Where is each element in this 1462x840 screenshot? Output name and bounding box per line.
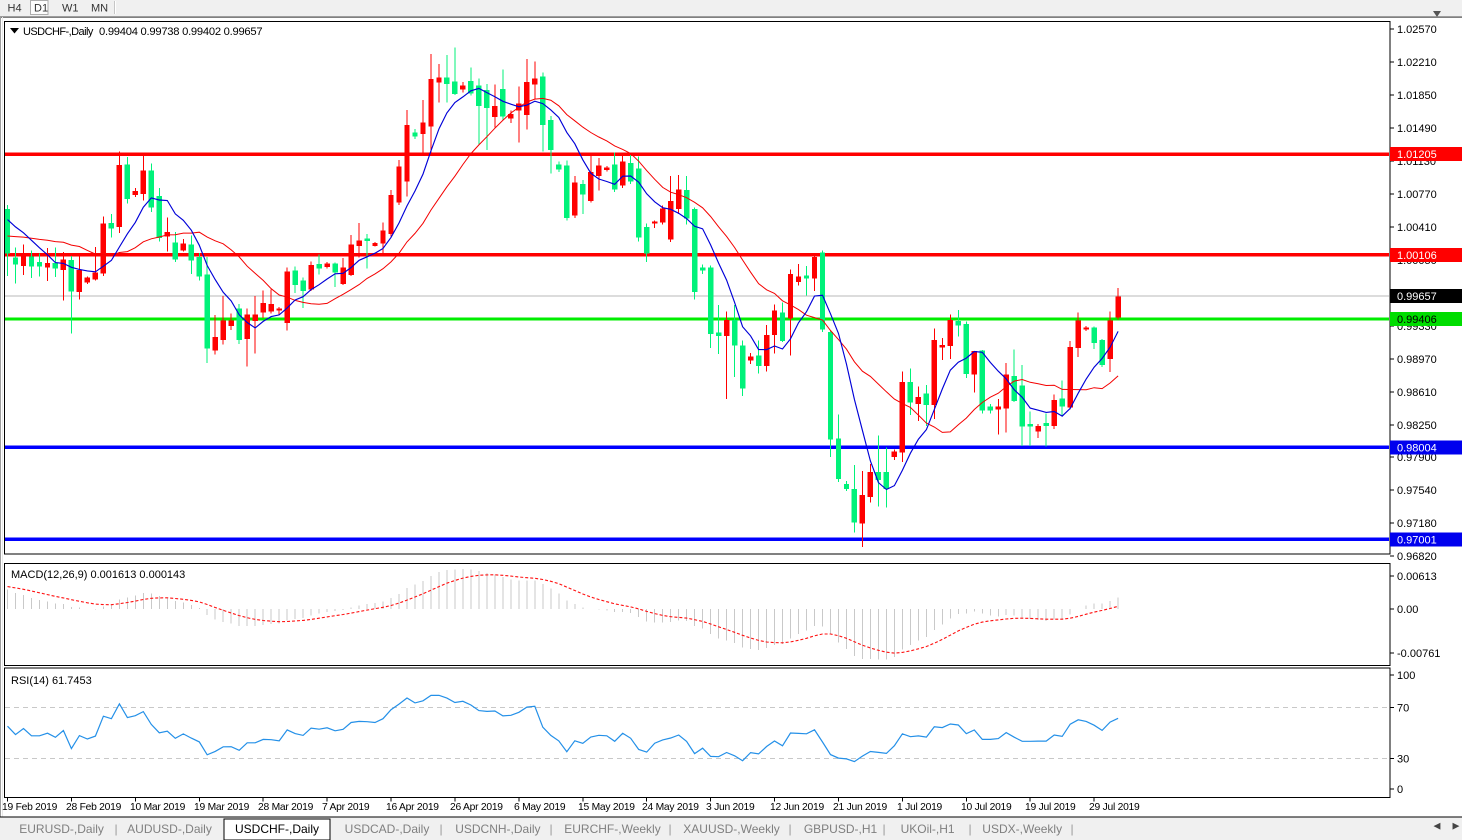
svg-text:21 Jun 2019: 21 Jun 2019 [833, 802, 887, 813]
svg-text:15 May 2019: 15 May 2019 [578, 802, 635, 813]
svg-text:0.99404 0.99738 0.99402 0.9965: 0.99404 0.99738 0.99402 0.99657 [99, 26, 262, 38]
svg-text:19 Jul 2019: 19 Jul 2019 [1025, 802, 1076, 813]
svg-text:1 Jul 2019: 1 Jul 2019 [897, 802, 943, 813]
svg-text:AUDUSD-,Daily: AUDUSD-,Daily [127, 822, 212, 836]
svg-text:16 Apr 2019: 16 Apr 2019 [386, 802, 439, 813]
svg-text:0.99657: 0.99657 [1397, 291, 1437, 303]
svg-text:|: | [968, 822, 971, 836]
svg-text:USDCNH-,Daily: USDCNH-,Daily [455, 822, 540, 836]
svg-text:MN: MN [91, 3, 108, 15]
svg-text:◀: ◀ [1434, 821, 1441, 831]
svg-text:19 Feb 2019: 19 Feb 2019 [2, 802, 58, 813]
svg-text:1.02570: 1.02570 [1397, 24, 1437, 36]
svg-text:28 Mar 2019: 28 Mar 2019 [258, 802, 314, 813]
svg-text:1.01490: 1.01490 [1397, 123, 1437, 135]
svg-text:|: | [114, 822, 117, 836]
svg-text:XAUUSD-,Weekly: XAUUSD-,Weekly [683, 822, 779, 836]
svg-text:|: | [882, 822, 885, 836]
svg-text:RSI(14) 61.7453: RSI(14) 61.7453 [11, 675, 92, 687]
svg-text:0.98610: 0.98610 [1397, 387, 1437, 399]
svg-text:0.98004: 0.98004 [1397, 442, 1437, 454]
svg-text:GBPUSD-,H1: GBPUSD-,H1 [804, 822, 878, 836]
svg-text:26 Apr 2019: 26 Apr 2019 [450, 802, 503, 813]
svg-text:3 Jun 2019: 3 Jun 2019 [706, 802, 755, 813]
svg-text:0.00: 0.00 [1397, 604, 1418, 616]
svg-text:12 Jun 2019: 12 Jun 2019 [770, 802, 824, 813]
svg-text:USDCHF-,Daily: USDCHF-,Daily [235, 822, 319, 836]
svg-text:|: | [1070, 822, 1073, 836]
svg-text:UKOil-,H1: UKOil-,H1 [901, 822, 955, 836]
svg-text:W1: W1 [62, 3, 79, 15]
svg-text:100: 100 [1397, 670, 1415, 682]
svg-text:0.99406: 0.99406 [1397, 314, 1437, 326]
svg-text:30: 30 [1397, 753, 1409, 765]
svg-text:D1: D1 [34, 3, 48, 15]
svg-text:6 May 2019: 6 May 2019 [514, 802, 566, 813]
svg-text:7 Apr 2019: 7 Apr 2019 [322, 802, 370, 813]
svg-text:1.00106: 1.00106 [1397, 250, 1437, 262]
svg-text:24 May 2019: 24 May 2019 [642, 802, 699, 813]
svg-text:USDCAD-,Daily: USDCAD-,Daily [345, 822, 430, 836]
svg-text:1.00410: 1.00410 [1397, 222, 1437, 234]
svg-text:USDCHF-,Daily: USDCHF-,Daily [23, 26, 94, 38]
svg-text:0.98970: 0.98970 [1397, 354, 1437, 366]
svg-text:1.01850: 1.01850 [1397, 90, 1437, 102]
svg-text:MACD(12,26,9) 0.001613 0.00014: MACD(12,26,9) 0.001613 0.000143 [11, 569, 185, 581]
svg-text:70: 70 [1397, 703, 1409, 715]
svg-text:0.96820: 0.96820 [1397, 551, 1437, 563]
svg-text:|: | [549, 822, 552, 836]
svg-text:1.01205: 1.01205 [1397, 149, 1437, 161]
svg-text:EURCHF-,Weekly: EURCHF-,Weekly [564, 822, 660, 836]
svg-text:|: | [668, 822, 671, 836]
svg-text:▶: ▶ [1453, 821, 1460, 831]
svg-text:10 Mar 2019: 10 Mar 2019 [130, 802, 186, 813]
svg-text:0.98250: 0.98250 [1397, 420, 1437, 432]
svg-text:1.02210: 1.02210 [1397, 57, 1437, 69]
svg-text:H4: H4 [8, 3, 22, 15]
svg-text:-0.00761: -0.00761 [1397, 648, 1440, 660]
svg-text:28 Feb 2019: 28 Feb 2019 [66, 802, 122, 813]
svg-text:EURUSD-,Daily: EURUSD-,Daily [19, 822, 104, 836]
svg-text:0.97540: 0.97540 [1397, 485, 1437, 497]
svg-text:0.97900: 0.97900 [1397, 452, 1437, 464]
svg-text:1.00770: 1.00770 [1397, 189, 1437, 201]
svg-text:|: | [439, 822, 442, 836]
svg-text:29 Jul 2019: 29 Jul 2019 [1089, 802, 1140, 813]
svg-text:0.00613: 0.00613 [1397, 571, 1437, 583]
svg-text:0.97180: 0.97180 [1397, 518, 1437, 530]
svg-text:USDX-,Weekly: USDX-,Weekly [982, 822, 1062, 836]
svg-text:0.97001: 0.97001 [1397, 534, 1437, 546]
svg-text:10 Jul 2019: 10 Jul 2019 [961, 802, 1012, 813]
svg-text:|: | [788, 822, 791, 836]
svg-text:19 Mar 2019: 19 Mar 2019 [194, 802, 250, 813]
svg-text:0: 0 [1397, 784, 1403, 796]
